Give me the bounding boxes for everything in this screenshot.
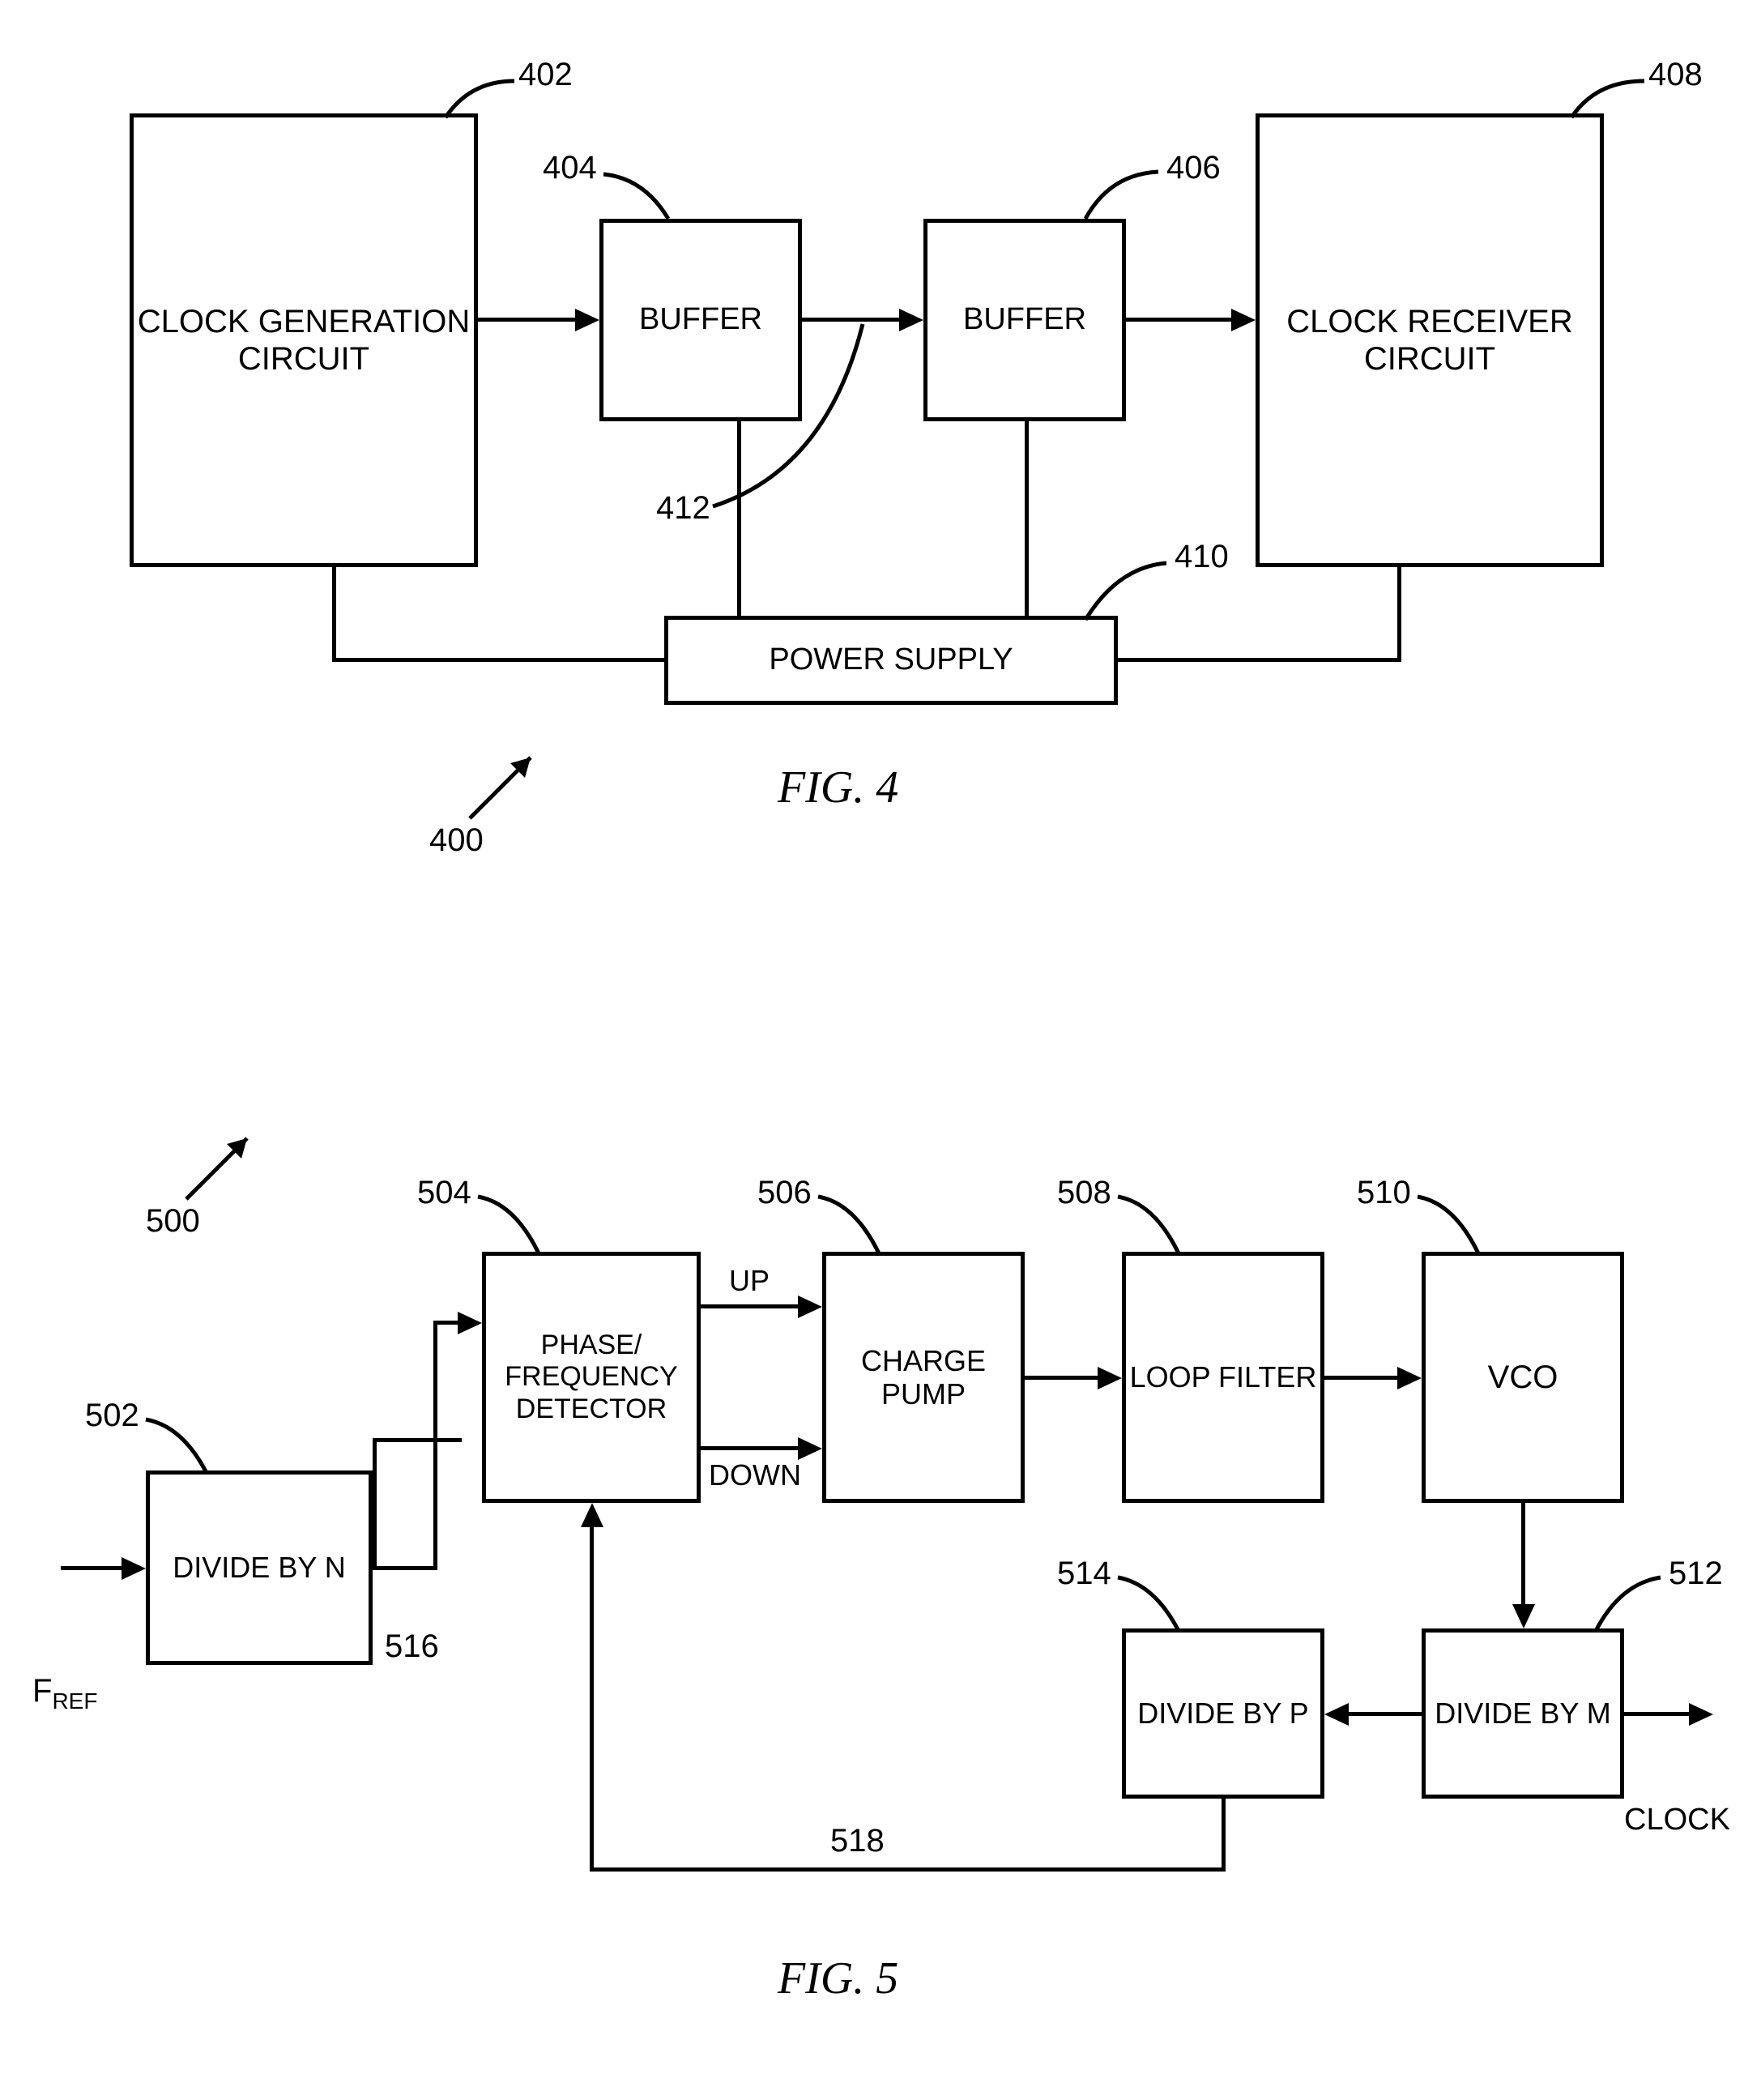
arrow-lf-vco-head [1397, 1367, 1422, 1389]
ref-504: 504 [417, 1175, 471, 1211]
arrow-vco-divM-head [1512, 1604, 1535, 1628]
arrow-divM-clock-head [1689, 1703, 1713, 1726]
fref-sub: REF [52, 1688, 97, 1714]
lead-512 [1588, 1568, 1669, 1637]
block-divP-label: DIVIDE BY P [1137, 1697, 1308, 1730]
block-vco-label: VCO [1488, 1359, 1558, 1396]
arrow-down-head [798, 1437, 822, 1460]
arrow-up-line [701, 1304, 802, 1308]
lead-514 [1114, 1568, 1195, 1637]
block-cp: CHARGE PUMP [822, 1252, 1025, 1503]
fig4-caption: FIG. 4 [778, 762, 898, 813]
block-buffer2-label: BUFFER [963, 302, 1086, 338]
ref-510: 510 [1357, 1175, 1411, 1211]
lead-412 [705, 324, 875, 519]
ref-402: 402 [518, 57, 573, 93]
fig5-caption: FIG. 5 [778, 1953, 898, 2004]
ref-518: 518 [830, 1823, 885, 1859]
ref-406: 406 [1166, 150, 1221, 186]
block-divP: DIVIDE BY P [1122, 1628, 1324, 1799]
arrow-buf1-buf2 [802, 318, 903, 322]
block-buffer2: BUFFER [923, 219, 1126, 421]
ref-502: 502 [85, 1398, 139, 1434]
ref-516: 516 [385, 1628, 439, 1665]
block-cp-label: CHARGE PUMP [826, 1344, 1021, 1411]
arrow-divM-clock [1624, 1712, 1693, 1716]
lead-408 [1563, 73, 1661, 138]
line-divN-up [373, 1438, 377, 1568]
block-pfd: PHASE/ FREQUENCY DETECTOR [482, 1252, 701, 1503]
ref-508: 508 [1057, 1175, 1111, 1211]
lead-508 [1114, 1187, 1195, 1260]
fref-f: F [32, 1673, 52, 1709]
wire-fb-head [581, 1503, 603, 1527]
lead-410 [1077, 551, 1175, 624]
block-clock-gen-label: CLOCK GENERATION CIRCUIT [134, 303, 474, 378]
label-fref: FREF [32, 1673, 97, 1714]
ref-404: 404 [543, 150, 597, 186]
arrow-500 [170, 1118, 267, 1215]
ref-400: 400 [429, 822, 484, 859]
block-clock-rx-label: CLOCK RECEIVER CIRCUIT [1260, 303, 1600, 378]
ref-506: 506 [757, 1175, 812, 1211]
block-clock-rx: CLOCK RECEIVER CIRCUIT [1256, 113, 1604, 567]
lead-504 [474, 1187, 555, 1260]
arrow-buf1-buf2-head [899, 309, 923, 331]
label-clock: CLOCK [1624, 1803, 1730, 1838]
block-pfd-label: PHASE/ FREQUENCY DETECTOR [486, 1330, 697, 1424]
block-power: POWER SUPPLY [664, 616, 1118, 705]
lead-510 [1413, 1187, 1495, 1260]
lead-406 [1077, 162, 1166, 227]
arrow-up-head [798, 1295, 822, 1318]
arrow-lf-vco [1324, 1376, 1401, 1380]
block-lf: LOOP FILTER [1122, 1252, 1324, 1503]
block-divM: DIVIDE BY M [1422, 1628, 1624, 1799]
line-buf1-power [737, 421, 741, 616]
arrow-down-line [701, 1446, 802, 1450]
line-divN-right [373, 1438, 462, 1442]
label-up: UP [729, 1264, 770, 1298]
wire-fb-1 [1222, 1799, 1226, 1872]
block-divN: DIVIDE BY N [146, 1470, 373, 1665]
lead-506 [814, 1187, 895, 1260]
block-vco: VCO [1422, 1252, 1624, 1503]
ref-408: 408 [1648, 57, 1703, 93]
wire-divN-1 [373, 1566, 437, 1570]
arrow-cp-lf-head [1098, 1367, 1122, 1389]
block-divM-label: DIVIDE BY M [1435, 1697, 1610, 1730]
wire-fb-2 [590, 1867, 1226, 1872]
block-divN-label: DIVIDE BY N [173, 1551, 345, 1584]
arrow-divM-divP-head [1324, 1703, 1349, 1726]
block-power-label: POWER SUPPLY [769, 642, 1013, 678]
arrow-vco-divM [1521, 1503, 1525, 1608]
ref-412: 412 [656, 490, 710, 527]
line-power-left-h [332, 658, 664, 662]
lead-404 [599, 162, 680, 227]
wire-divN-head [458, 1312, 482, 1334]
arrow-gen-buf1-head [575, 309, 599, 331]
wire-divN-2 [433, 1321, 437, 1570]
ref-512: 512 [1669, 1556, 1723, 1592]
arrow-fref-head [122, 1557, 146, 1580]
line-buf2-power [1025, 421, 1029, 616]
ref-410: 410 [1175, 539, 1229, 575]
arrow-buf2-rx-head [1231, 309, 1256, 331]
line-power-right-v [1397, 567, 1401, 662]
ref-514: 514 [1057, 1556, 1111, 1592]
arrow-gen-buf1 [478, 318, 579, 322]
block-clock-gen: CLOCK GENERATION CIRCUIT [130, 113, 478, 567]
arrow-divM-divP [1349, 1712, 1422, 1716]
wire-fb-3 [590, 1527, 594, 1872]
arrow-fref [61, 1566, 126, 1570]
label-down: DOWN [709, 1458, 801, 1492]
diagram-canvas: CLOCK GENERATION CIRCUIT 402 BUFFER 404 … [32, 32, 1729, 2068]
block-lf-label: LOOP FILTER [1130, 1360, 1317, 1394]
arrow-400 [454, 737, 551, 834]
line-power-right-h [1118, 658, 1401, 662]
arrow-buf2-rx [1126, 318, 1235, 322]
line-power-left-v [332, 567, 336, 662]
lead-502 [142, 1410, 223, 1479]
arrow-cp-lf [1025, 1376, 1102, 1380]
ref-500: 500 [146, 1203, 200, 1240]
